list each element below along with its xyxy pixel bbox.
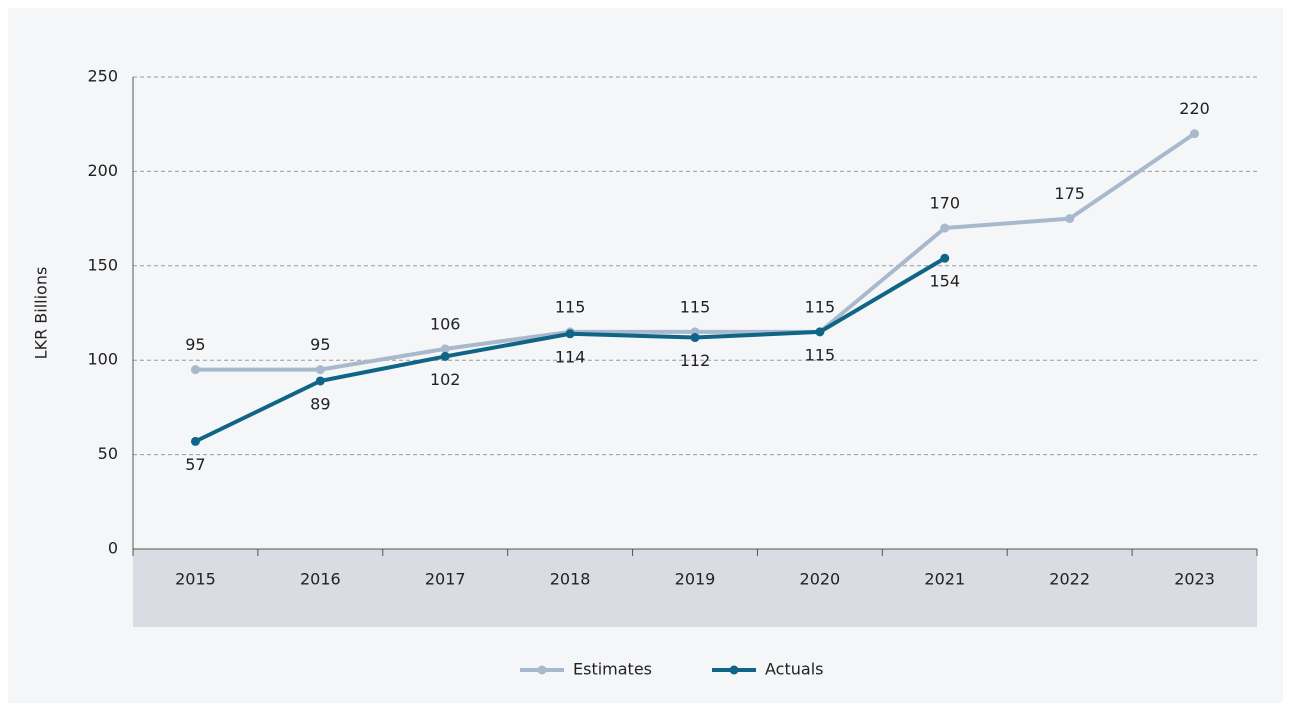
data-label: 95 (185, 335, 205, 354)
data-label: 115 (555, 297, 586, 316)
data-label: 106 (430, 314, 461, 333)
y-tick-label: 100 (87, 350, 118, 369)
data-point (1190, 129, 1200, 139)
data-point (440, 344, 450, 354)
x-tick-label: 2023 (1174, 570, 1215, 589)
data-point (815, 327, 825, 337)
legend-marker (537, 665, 547, 675)
data-point (315, 365, 325, 375)
x-tick-label: 2017 (425, 570, 466, 589)
y-tick-label: 200 (87, 161, 118, 180)
data-point (565, 329, 575, 339)
data-label: 57 (185, 455, 205, 474)
data-label: 89 (310, 394, 330, 413)
x-tick-label: 2016 (300, 570, 341, 589)
data-label: 170 (930, 194, 961, 213)
data-point (190, 436, 200, 446)
data-label: 220 (1179, 99, 1210, 118)
data-point (440, 351, 450, 361)
legend-marker (729, 665, 739, 675)
data-label: 102 (430, 370, 461, 389)
x-tick-label: 2022 (1049, 570, 1090, 589)
y-tick-label: 250 (87, 67, 118, 86)
data-label: 154 (930, 272, 961, 291)
x-tick-label: 2015 (175, 570, 216, 589)
legend-label: Actuals (765, 660, 823, 679)
x-tick-label: 2018 (550, 570, 591, 589)
data-point (315, 376, 325, 386)
data-label: 115 (680, 297, 711, 316)
x-tick-label: 2021 (924, 570, 965, 589)
data-label: 175 (1054, 184, 1085, 203)
data-point (940, 253, 950, 263)
data-label: 115 (805, 297, 836, 316)
data-point (190, 365, 200, 375)
x-axis-band (133, 549, 1257, 627)
y-axis-label: LKR Billions (32, 267, 51, 360)
data-point (690, 333, 700, 343)
data-point (940, 223, 950, 233)
data-label: 114 (555, 347, 586, 366)
y-tick-label: 50 (98, 444, 118, 463)
legend-label: Estimates (573, 660, 652, 679)
data-point (1065, 214, 1075, 224)
data-label: 95 (310, 335, 330, 354)
data-label: 112 (680, 351, 711, 370)
x-tick-label: 2019 (675, 570, 716, 589)
data-label: 115 (805, 345, 836, 364)
x-tick-label: 2020 (800, 570, 841, 589)
y-tick-label: 0 (108, 539, 118, 558)
y-tick-label: 150 (87, 255, 118, 274)
